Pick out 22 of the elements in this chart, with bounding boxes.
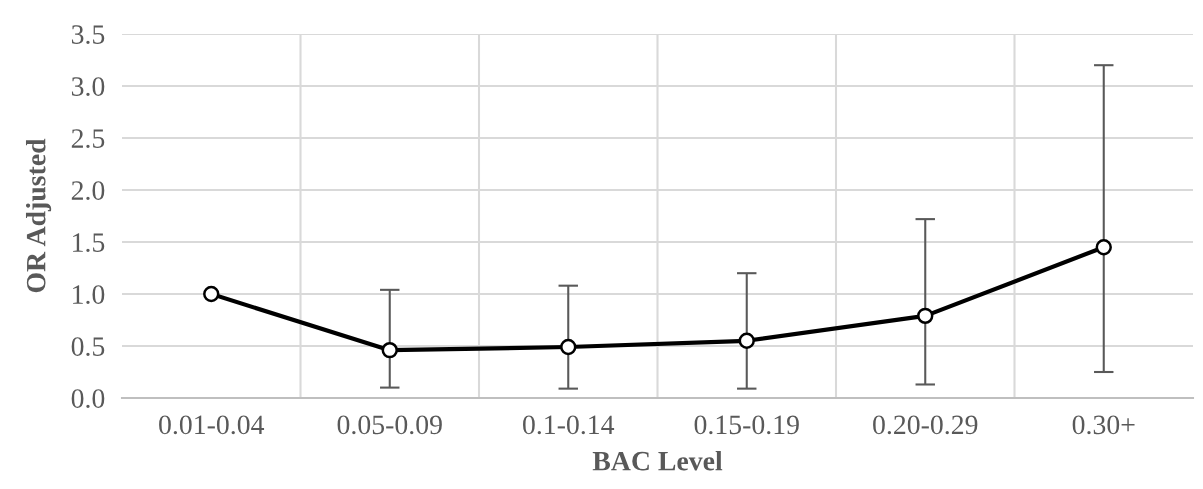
- point: [381, 341, 398, 359]
- point: [560, 338, 577, 356]
- y-tick-label: 3.5: [71, 25, 105, 45]
- y-axis-title: OR Adjusted: [25, 138, 52, 293]
- y-tick-label: 2.5: [71, 129, 105, 149]
- x-tick-label: 0.15-0.19: [694, 415, 799, 435]
- x-tick-label: 0.20-0.29: [873, 415, 978, 435]
- y-tick-label: 0.0: [71, 389, 105, 409]
- x-axis-title: BAC Level: [592, 450, 723, 471]
- x-tick-label: 0.05-0.09: [337, 415, 442, 435]
- point: [1095, 239, 1112, 256]
- y-tick-label: 1.5: [73, 233, 105, 253]
- point: [203, 285, 220, 303]
- point: [917, 307, 934, 325]
- point: [738, 332, 755, 349]
- y-tick-label: 0.5: [71, 337, 105, 357]
- x-tick-label: 0.01-0.04: [159, 415, 265, 435]
- y-tick-label: 1.0: [73, 285, 105, 305]
- x-tick-label: 0.1-0.14: [523, 415, 615, 435]
- y-tick-label: 2.0: [71, 181, 105, 201]
- x-tick-label: 0.30+: [1072, 415, 1135, 435]
- y-tick-label: 3.0: [71, 77, 105, 97]
